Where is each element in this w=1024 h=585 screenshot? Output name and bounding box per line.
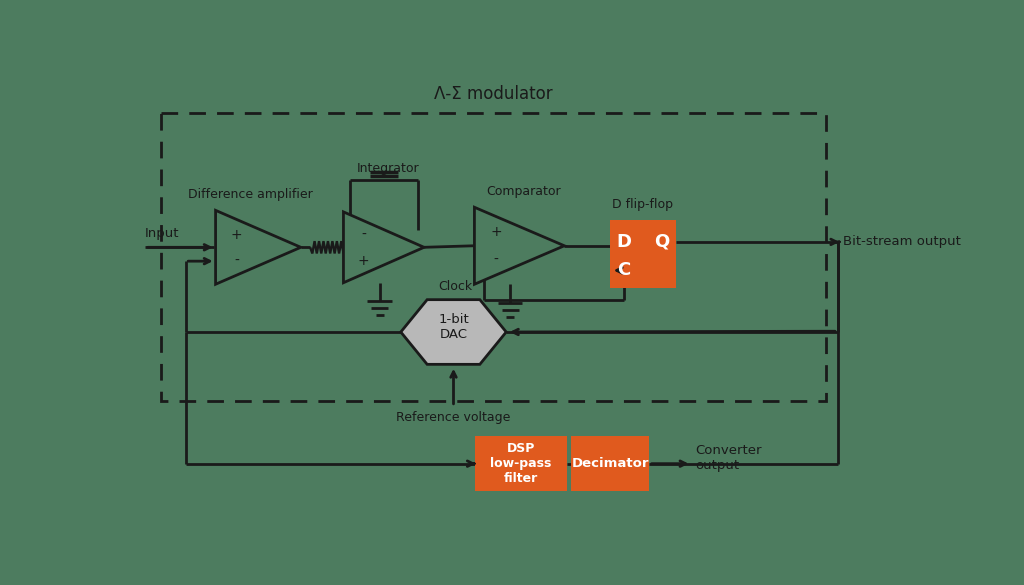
- Text: Integrator: Integrator: [356, 162, 419, 175]
- Text: Converter
output: Converter output: [695, 443, 762, 472]
- Text: Bit-stream output: Bit-stream output: [843, 235, 961, 249]
- Text: -: -: [234, 254, 239, 268]
- Text: Decimator: Decimator: [571, 457, 649, 470]
- Text: +: +: [490, 225, 502, 239]
- Text: Q: Q: [654, 233, 670, 251]
- Bar: [161, 112, 825, 401]
- Text: -: -: [361, 228, 366, 242]
- Text: Reference voltage: Reference voltage: [396, 411, 511, 424]
- Text: Difference amplifier: Difference amplifier: [188, 188, 312, 201]
- Text: +: +: [230, 228, 243, 242]
- Polygon shape: [474, 207, 564, 284]
- Polygon shape: [400, 300, 506, 364]
- Bar: [571, 436, 649, 491]
- Text: 1-bit
DAC: 1-bit DAC: [438, 314, 469, 342]
- Text: C: C: [617, 261, 631, 280]
- Text: Λ-Σ modulator: Λ-Σ modulator: [434, 85, 552, 104]
- Polygon shape: [216, 211, 301, 284]
- Bar: [475, 436, 566, 491]
- Polygon shape: [343, 212, 424, 283]
- Text: D flip-flop: D flip-flop: [612, 198, 674, 211]
- Text: Comparator: Comparator: [486, 185, 560, 198]
- Text: D: D: [616, 233, 632, 251]
- Text: +: +: [357, 254, 370, 268]
- Text: -: -: [494, 253, 499, 267]
- Text: Clock: Clock: [438, 280, 472, 294]
- Text: Input: Input: [145, 226, 179, 240]
- Text: DSP
low-pass
filter: DSP low-pass filter: [490, 442, 552, 485]
- Bar: [610, 221, 676, 288]
